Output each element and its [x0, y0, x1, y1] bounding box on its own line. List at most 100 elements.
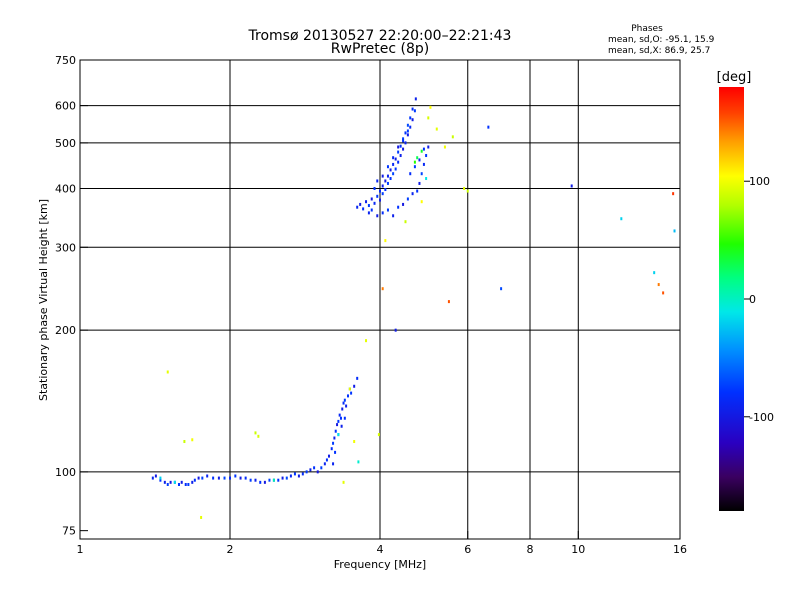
- echo-point: [327, 454, 330, 458]
- echo-point: [340, 424, 343, 428]
- echo-point: [212, 476, 215, 480]
- y-tick-label: 75: [62, 525, 76, 538]
- echo-point: [466, 189, 469, 193]
- axis-ticks: 1 2 4 6 8 10 16 75 100 200 300 400 500 600 750: [55, 54, 687, 556]
- echo-point: [373, 186, 376, 190]
- echo-point: [392, 156, 395, 160]
- echo-point: [397, 145, 400, 149]
- chart-subtitle: RwPretec (8p): [331, 41, 429, 57]
- echo-point: [657, 283, 660, 287]
- echo-point: [420, 172, 423, 176]
- echo-point: [397, 205, 400, 209]
- x-tick-label: 8: [527, 543, 534, 556]
- echo-point: [254, 478, 257, 482]
- echo-point: [154, 474, 157, 478]
- echo-point: [402, 202, 405, 206]
- colorbar: [719, 87, 744, 511]
- phases-stats-x: mean, sd,X: 86.9, 25.7: [608, 46, 710, 56]
- echo-point: [345, 404, 348, 408]
- echo-point: [338, 413, 341, 417]
- echo-point: [297, 474, 300, 478]
- echo-point: [263, 480, 266, 484]
- echo-point: [443, 145, 446, 149]
- echo-point: [348, 387, 351, 391]
- echo-point: [239, 476, 242, 480]
- echo-point: [184, 483, 187, 487]
- echo-point: [418, 158, 421, 162]
- x-tick-label: 6: [464, 543, 471, 556]
- echo-point: [217, 476, 220, 480]
- echo-point: [359, 202, 362, 206]
- y-tick-label: 200: [55, 324, 76, 337]
- colorbar-tick-label: 100: [749, 175, 770, 188]
- echo-point: [420, 200, 423, 204]
- echo-point: [166, 483, 169, 487]
- echo-point: [163, 480, 166, 484]
- y-tick-label: 400: [55, 182, 76, 195]
- echo-point: [402, 139, 405, 143]
- echo-point: [409, 116, 412, 120]
- echo-point: [223, 476, 226, 480]
- echo-point: [183, 440, 186, 444]
- echo-point: [379, 198, 381, 202]
- phases-stats-o: mean, sd,O: -95.1, 15.9: [608, 35, 715, 45]
- echo-point: [259, 480, 262, 484]
- x-tick-label: 1: [77, 543, 84, 556]
- echo-point: [384, 179, 387, 183]
- y-tick-label: 750: [55, 54, 76, 67]
- echo-point: [373, 201, 376, 205]
- x-tick-label: 16: [673, 543, 687, 556]
- colorbar-ticks: 100 0 -100: [744, 175, 774, 424]
- echo-point: [337, 419, 340, 423]
- echo-point: [662, 291, 665, 295]
- echo-point: [376, 194, 379, 198]
- colorbar-tick-label: -100: [749, 411, 774, 424]
- echo-point: [620, 217, 623, 221]
- echo-point: [330, 447, 333, 451]
- echo-point: [413, 160, 416, 164]
- echo-point: [191, 438, 194, 442]
- echo-point: [254, 431, 257, 435]
- echo-point: [180, 480, 183, 484]
- echo-point: [353, 440, 356, 444]
- phases-heading: Phases: [631, 24, 663, 34]
- echo-point: [397, 150, 400, 154]
- echo-point: [409, 125, 412, 129]
- echo-point: [293, 472, 296, 476]
- echo-point: [425, 177, 428, 181]
- echo-point: [427, 116, 430, 120]
- colorbar-tick-label: 0: [749, 293, 756, 306]
- echo-point: [384, 188, 387, 192]
- gridlines: [80, 60, 680, 539]
- echo-point: [653, 271, 656, 275]
- echo-point: [406, 129, 409, 133]
- echo-point: [159, 476, 162, 480]
- echo-point: [381, 192, 384, 196]
- echo-point: [406, 123, 409, 127]
- echo-point: [487, 125, 490, 129]
- echo-point: [166, 370, 169, 374]
- echo-point: [422, 162, 425, 166]
- echo-point: [404, 131, 407, 135]
- echo-point: [323, 462, 326, 466]
- echo-point: [272, 478, 275, 482]
- echo-point: [399, 144, 402, 148]
- echo-point: [672, 192, 675, 196]
- echo-point: [384, 239, 387, 243]
- echo-point: [411, 118, 414, 122]
- echo-point: [342, 480, 345, 484]
- echo-point: [381, 287, 384, 291]
- echo-point: [451, 135, 454, 139]
- echo-point: [285, 476, 288, 480]
- echo-point: [206, 474, 209, 478]
- echo-point: [362, 207, 365, 211]
- echo-point: [159, 478, 162, 482]
- echo-point: [356, 205, 359, 209]
- echo-point: [309, 468, 312, 472]
- echo-point: [397, 160, 400, 164]
- echo-point: [268, 478, 271, 482]
- echo-point: [305, 470, 308, 474]
- echo-point: [169, 480, 172, 484]
- echo-point: [249, 478, 252, 482]
